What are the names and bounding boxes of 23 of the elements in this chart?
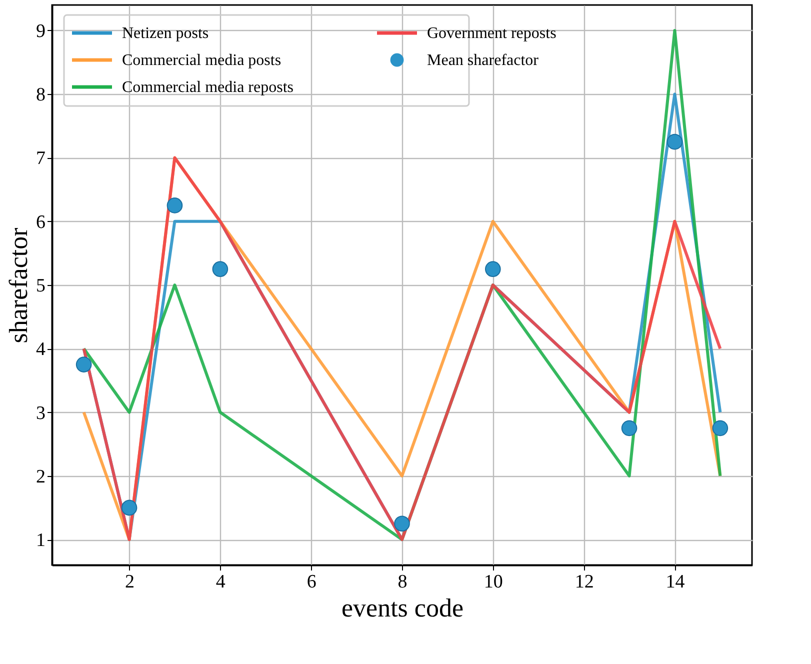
legend-label: Government reposts xyxy=(427,25,556,42)
y-tick-label: 6 xyxy=(36,212,46,233)
y-axis-title: sharefactor xyxy=(4,227,33,344)
x-tick-label: 6 xyxy=(306,572,316,592)
y-tick-label: 7 xyxy=(36,148,46,170)
y-tick-label: 2 xyxy=(36,466,46,488)
x-axis-title: events code xyxy=(341,594,464,622)
legend-label: Mean sharefactor xyxy=(427,52,540,69)
x-tick-label: 12 xyxy=(574,572,594,592)
legend-label: Netizen posts xyxy=(122,25,209,42)
x-tick-label: 4 xyxy=(216,572,226,592)
y-tick-label: 8 xyxy=(36,84,46,106)
x-tick-label: 14 xyxy=(666,572,686,592)
y-tick-label: 1 xyxy=(36,530,46,552)
legend-label: Commercial media reposts xyxy=(122,79,294,96)
y-tick-label: 4 xyxy=(36,339,46,360)
x-tick-label: 8 xyxy=(398,572,408,592)
x-tick-label: 2 xyxy=(125,572,135,592)
y-tick-label: 5 xyxy=(36,276,46,296)
y-tick-label: 9 xyxy=(36,20,46,42)
legend-label: Commercial media posts xyxy=(122,52,282,69)
y-tick-label: 3 xyxy=(36,402,46,424)
x-tick-label: 10 xyxy=(484,572,503,592)
